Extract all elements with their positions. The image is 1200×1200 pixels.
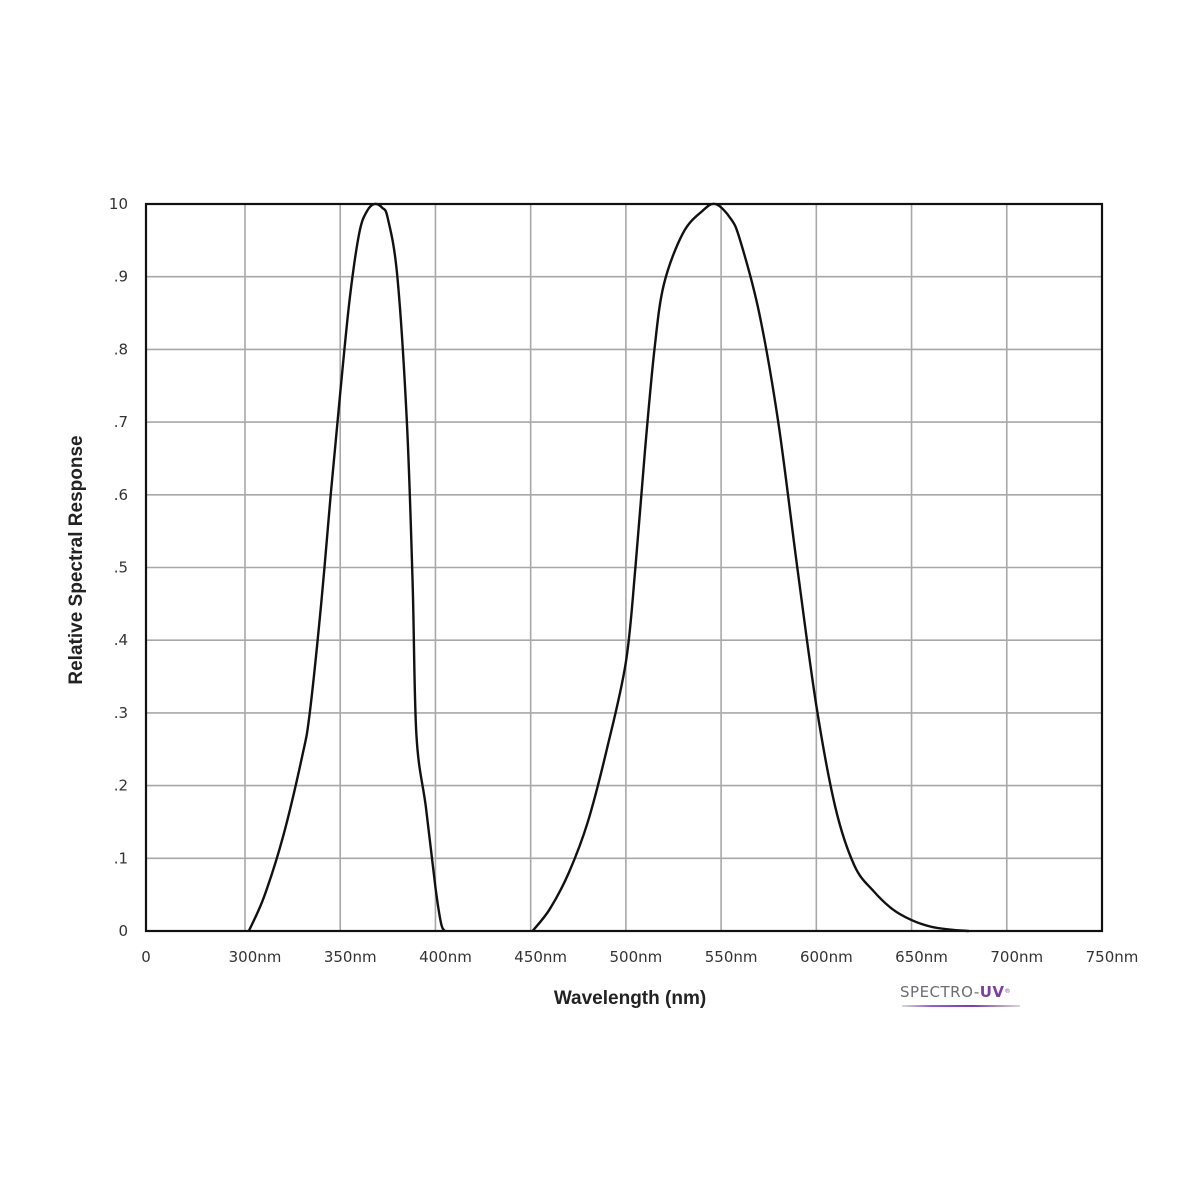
x-tick-label: 600nm bbox=[800, 948, 853, 966]
x-tick-label: 350nm bbox=[324, 948, 377, 966]
x-tick-label: 0 bbox=[141, 948, 151, 966]
y-tick-label: 10 bbox=[109, 195, 128, 213]
x-tick-label: 500nm bbox=[610, 948, 663, 966]
y-tick-label: .9 bbox=[114, 268, 128, 286]
x-tick-label: 450nm bbox=[514, 948, 567, 966]
y-tick-label: .1 bbox=[114, 849, 128, 867]
y-tick-label: .6 bbox=[114, 486, 128, 504]
y-tick-label: .2 bbox=[114, 777, 128, 795]
x-tick-label: 700nm bbox=[990, 948, 1043, 966]
plot-frame bbox=[144, 202, 1104, 933]
y-axis-title: Relative Spectral Response bbox=[66, 435, 87, 684]
logo-prefix: SPECTRO- bbox=[900, 983, 980, 1001]
y-tick-label: .4 bbox=[114, 631, 128, 649]
y-tick-label: .5 bbox=[114, 559, 128, 577]
x-tick-label: 550nm bbox=[705, 948, 758, 966]
x-tick-label: 400nm bbox=[419, 948, 472, 966]
visible-response-curve bbox=[531, 202, 969, 933]
logo-accent: UV bbox=[979, 983, 1005, 1001]
x-tick-label: 650nm bbox=[895, 948, 948, 966]
registered-mark: ® bbox=[1004, 988, 1012, 995]
x-tick-label: 750nm bbox=[1086, 948, 1139, 966]
y-tick-label: .8 bbox=[114, 340, 128, 358]
logo-underline bbox=[902, 1005, 1020, 1007]
y-tick-label: 0 bbox=[118, 922, 128, 940]
y-axis-ticks: 0 .1 .2 .3 .4 .5 .6 .7 .8 .9 10 bbox=[109, 195, 128, 940]
x-axis-ticks: 0 300nm 350nm 400nm 450nm 500nm 550nm 600nm 650n… bbox=[141, 948, 1138, 966]
x-tick-label: 300nm bbox=[229, 948, 282, 966]
grid-lines bbox=[146, 204, 1102, 931]
x-axis-title: Wavelength (nm) bbox=[554, 988, 706, 1009]
y-tick-label: .7 bbox=[114, 413, 128, 431]
y-tick-label: .3 bbox=[114, 704, 128, 722]
logo-text: SPECTRO-UV® bbox=[900, 984, 1040, 1000]
spectro-uv-logo: SPECTRO-UV® bbox=[900, 984, 1040, 1010]
